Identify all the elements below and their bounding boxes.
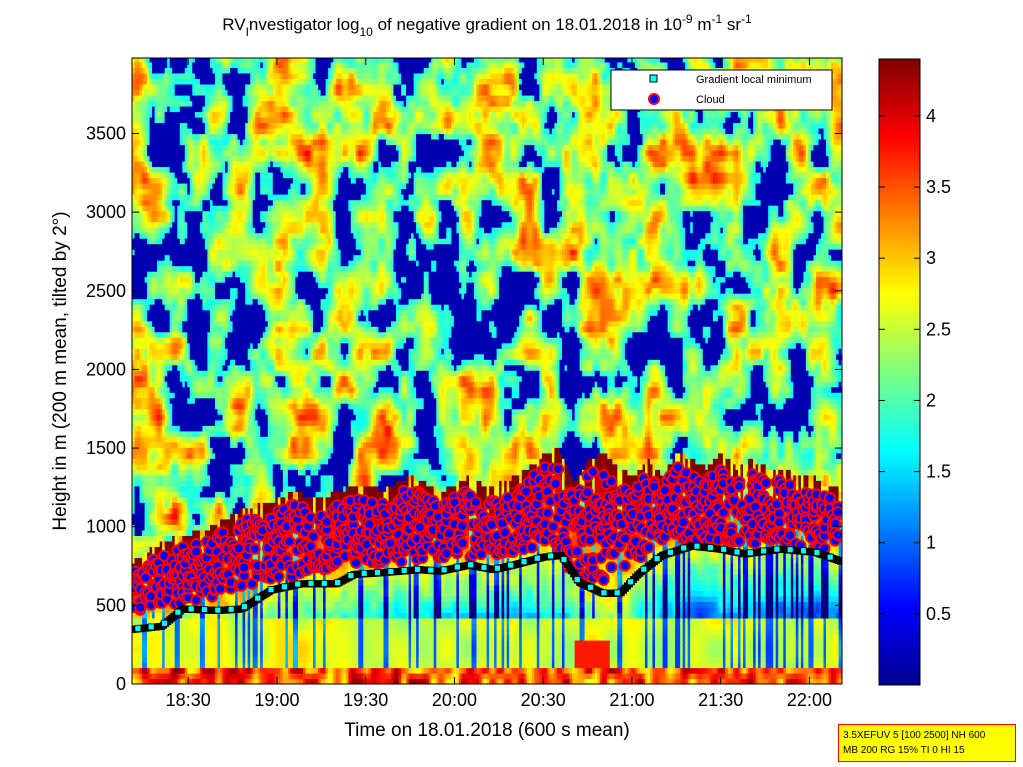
chart-title: RVInvestigator log10 of negative gradien… — [222, 12, 752, 39]
plot-area: 18:30 19:00 19:30 20:00 20:30 21:00 21:30 22:00… — [86, 56, 844, 710]
